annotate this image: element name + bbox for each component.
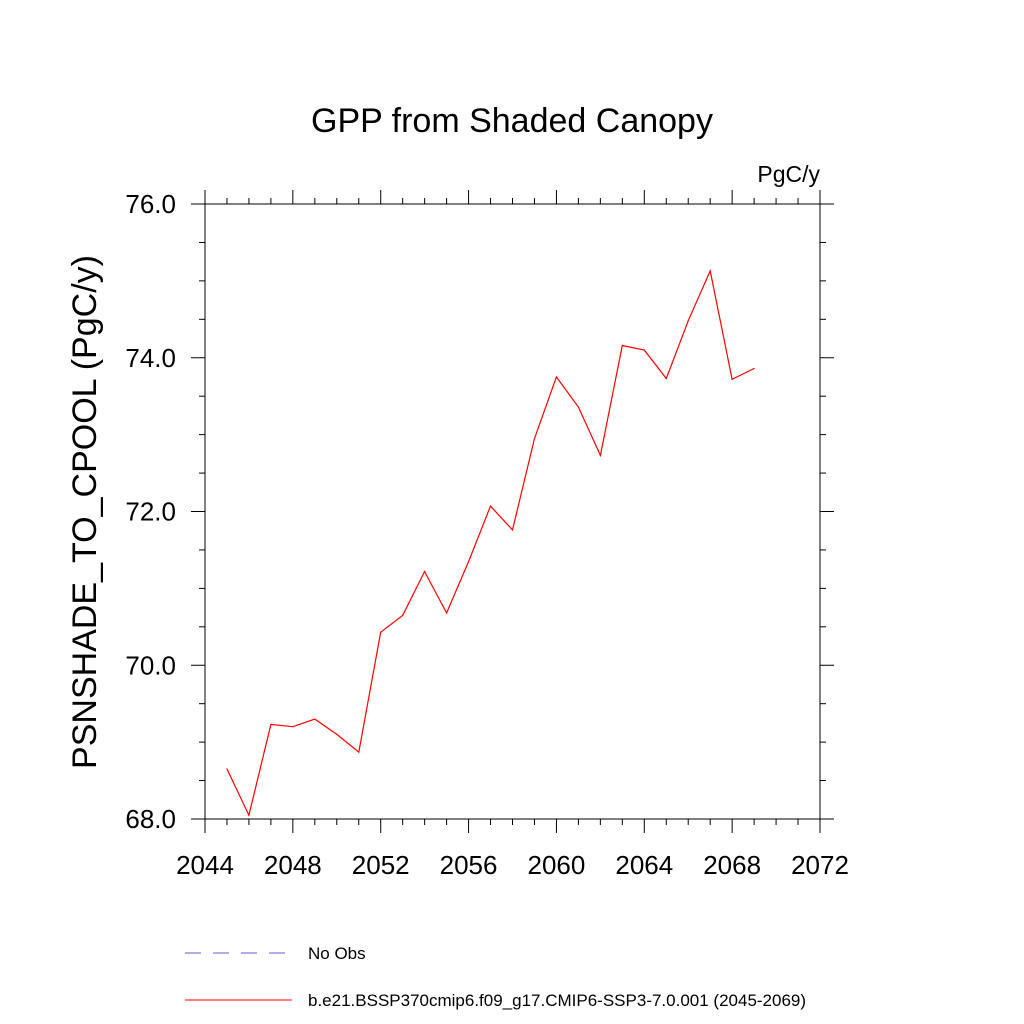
- y-tick-label: 70.0: [125, 650, 176, 680]
- data-point: [599, 454, 601, 456]
- plot-lines: [226, 268, 755, 817]
- y-tick-label: 68.0: [125, 804, 176, 834]
- data-point: [621, 344, 623, 347]
- data-point: [533, 437, 536, 440]
- data-point: [292, 726, 294, 728]
- x-tick-label: 2064: [615, 850, 673, 880]
- data-point: [489, 505, 492, 507]
- y-axis-ticks: 68.0 70.0 72.0 74.0 76.0: [125, 189, 834, 834]
- x-tick-label: 2048: [264, 850, 322, 880]
- data-point: [511, 529, 514, 531]
- data-point: [248, 814, 250, 816]
- data-point: [643, 349, 645, 351]
- legend: No Obs b.e21.BSSP370cmip6.f09_g17.CMIP6-S…: [185, 944, 806, 1010]
- units-label: PgC/y: [757, 161, 820, 187]
- x-tick-label: 2052: [352, 850, 410, 880]
- data-point: [753, 367, 755, 370]
- legend-label: b.e21.BSSP370cmip6.f09_g17.CMIP6-SSP3-7.…: [308, 991, 806, 1010]
- data-point: [424, 570, 426, 573]
- plot-frame: [204, 203, 821, 820]
- data-point: [402, 614, 404, 616]
- legend-label: No Obs: [308, 944, 366, 963]
- data-point: [226, 768, 228, 770]
- x-tick-label: 2072: [791, 850, 849, 880]
- data-points: [226, 270, 755, 816]
- data-point: [270, 723, 272, 726]
- series-line: [226, 268, 755, 817]
- data-point: [687, 320, 689, 322]
- data-point: [709, 270, 711, 272]
- data-point: [446, 612, 448, 614]
- data-point: [731, 378, 733, 380]
- data-point: [665, 377, 667, 380]
- chart-title: GPP from Shaded Canopy: [311, 102, 713, 140]
- x-tick-label: 2068: [703, 850, 761, 880]
- y-axis-label: PSNSHADE_TO_CPOOL (PgC/y): [66, 255, 104, 769]
- data-point: [380, 631, 382, 633]
- x-axis-ticks: 2044 2048 2052 2056 2060 2064 2068 2072: [176, 190, 849, 880]
- data-point: [555, 376, 558, 378]
- y-tick-label: 76.0: [125, 189, 176, 219]
- minor-ticks: [199, 198, 826, 825]
- data-point: [467, 560, 470, 563]
- x-tick-label: 2044: [176, 850, 234, 880]
- data-point: [577, 406, 579, 408]
- data-point: [314, 718, 316, 720]
- x-tick-label: 2056: [440, 850, 498, 880]
- x-tick-label: 2060: [528, 850, 586, 880]
- data-point: [358, 751, 360, 753]
- data-point: [336, 733, 338, 736]
- y-tick-label: 74.0: [125, 343, 176, 373]
- y-tick-label: 72.0: [125, 497, 176, 527]
